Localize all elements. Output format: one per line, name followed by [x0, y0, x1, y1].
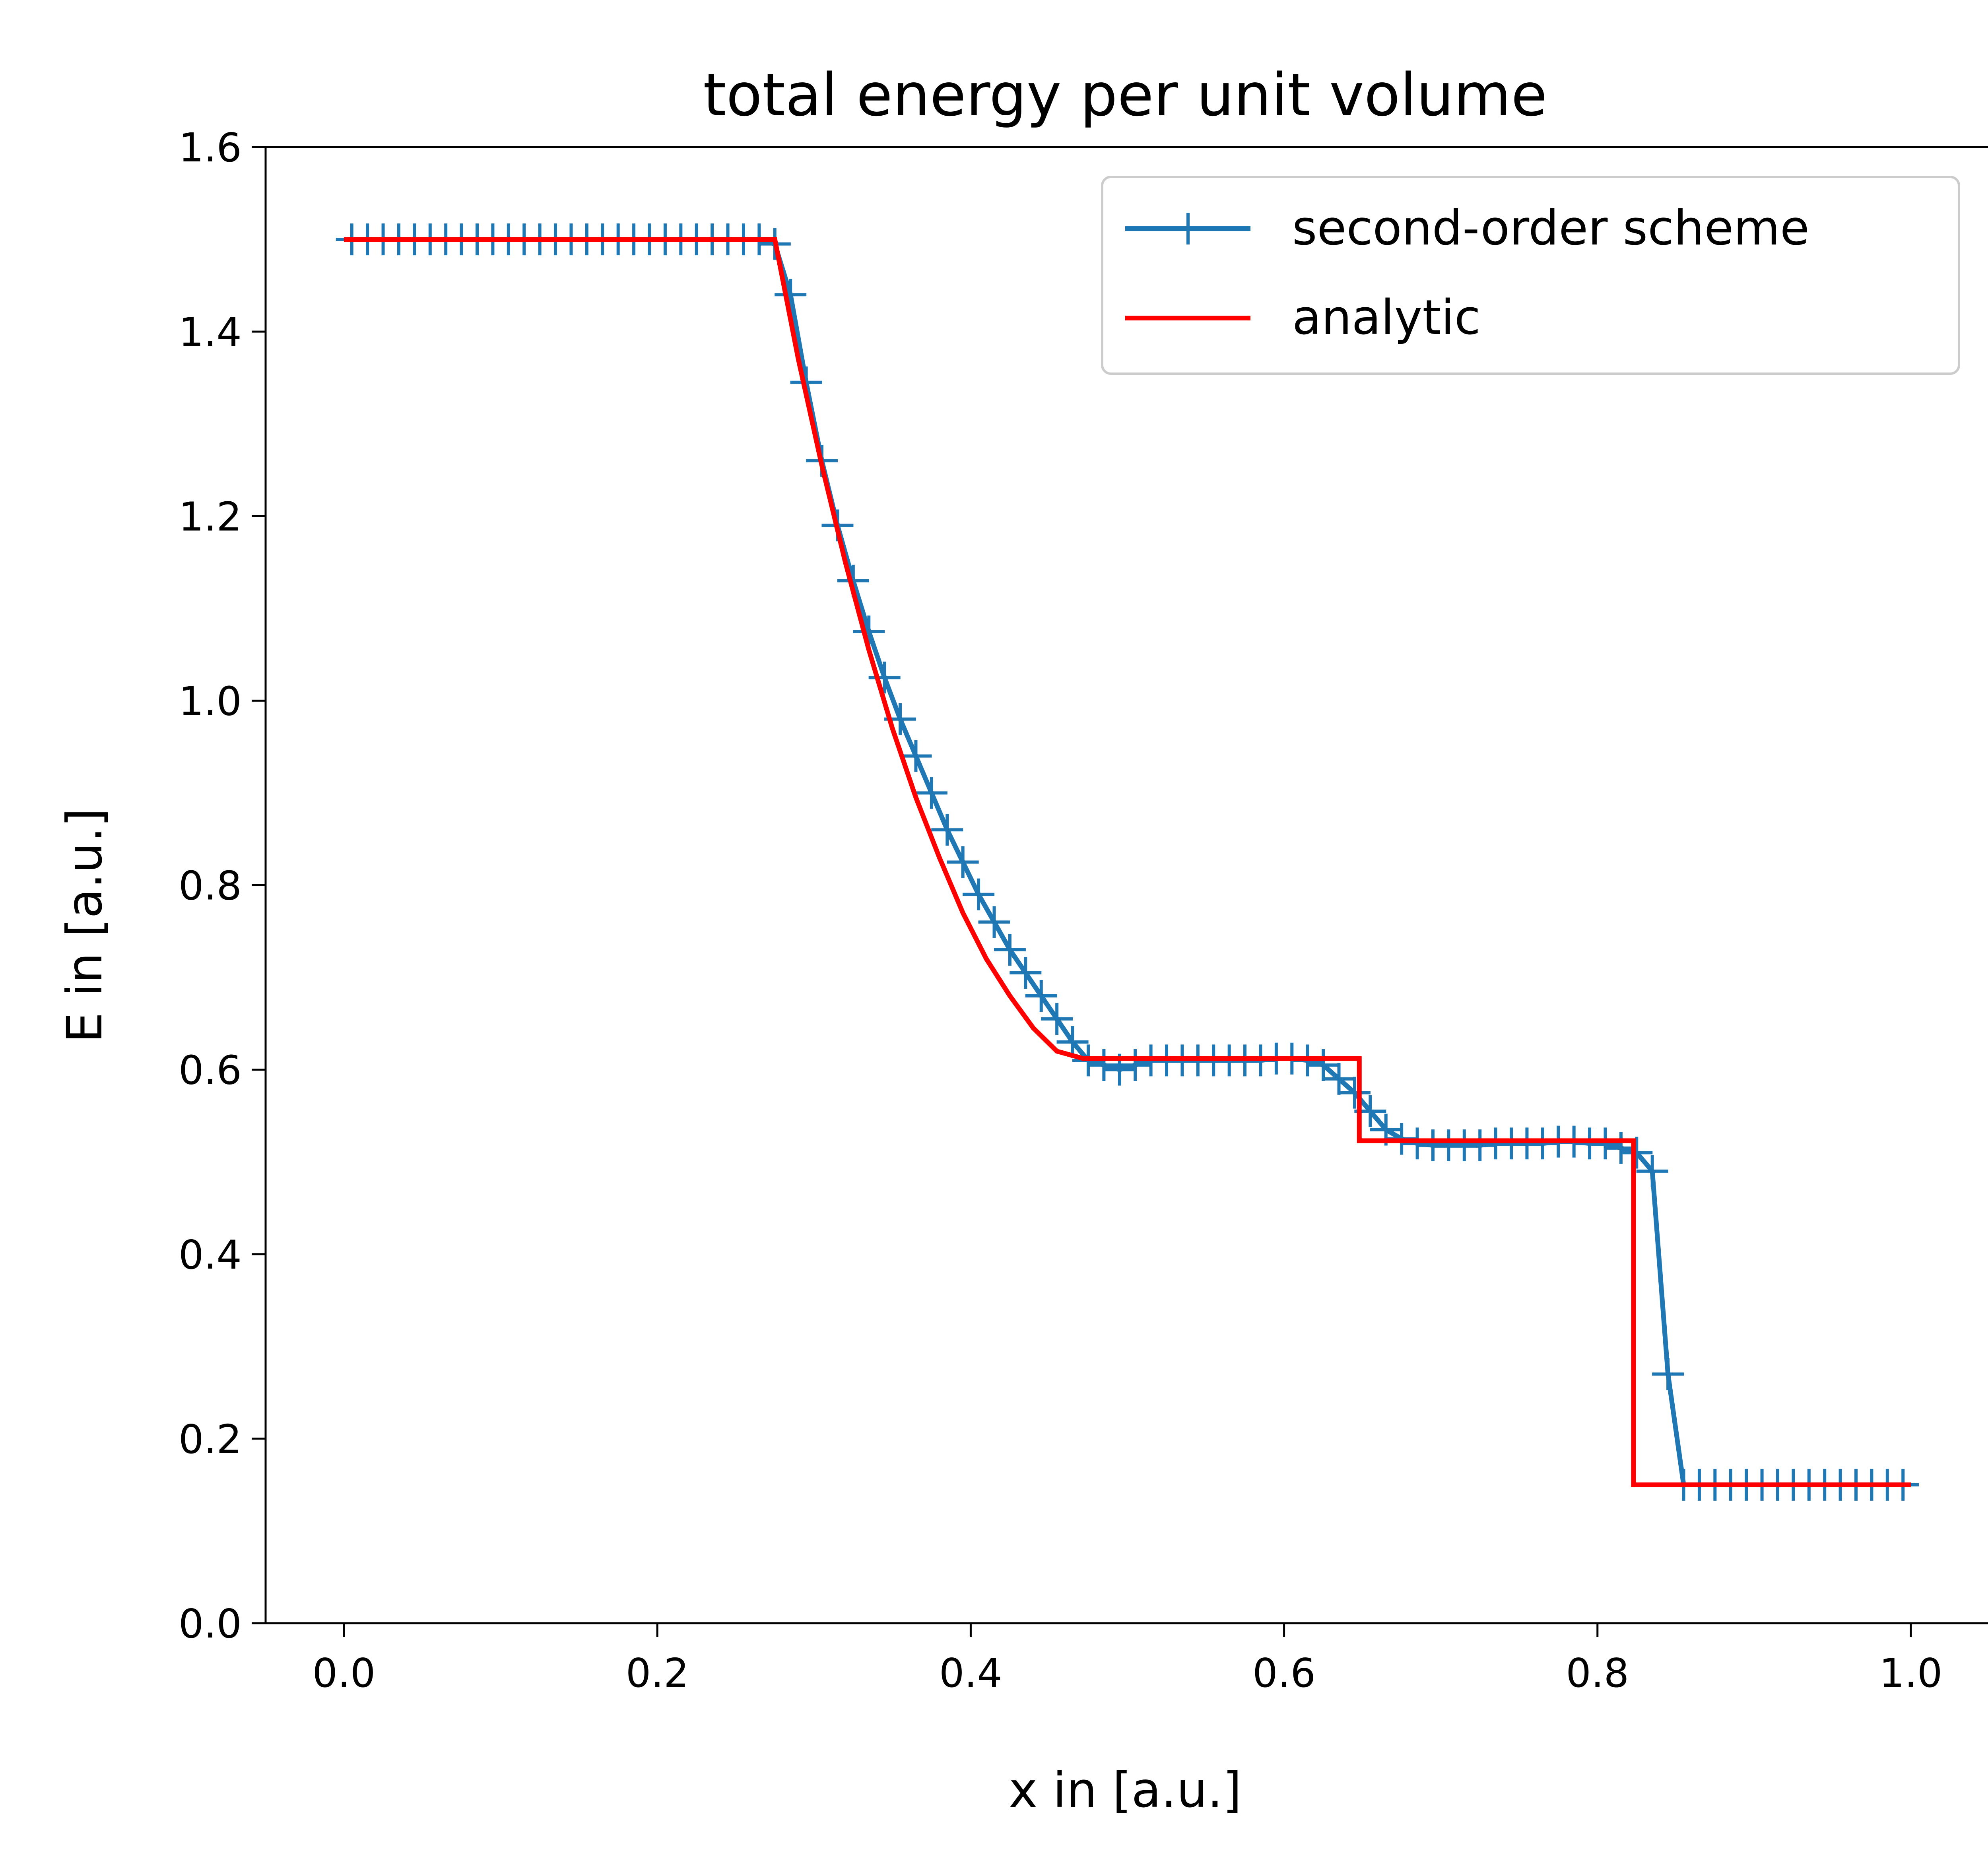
- data-point-marker: [900, 740, 932, 772]
- data-point-marker: [1636, 1155, 1668, 1187]
- data-point-marker: [1652, 1358, 1684, 1390]
- data-point-marker: [994, 933, 1026, 966]
- x-tick-label: 0.6: [1252, 1650, 1316, 1696]
- y-tick-label: 0.2: [179, 1416, 242, 1463]
- data-point-marker: [947, 846, 979, 878]
- legend: second-order scheme analytic: [1101, 176, 1960, 375]
- y-tick-label: 0.0: [179, 1601, 242, 1647]
- data-point-marker: [1526, 1127, 1559, 1160]
- x-tick-label: 0.0: [313, 1650, 376, 1696]
- data-point-marker: [931, 814, 963, 846]
- y-tick-label: 0.4: [179, 1232, 242, 1278]
- data-point-marker: [978, 906, 1010, 938]
- y-tick-label: 0.8: [179, 863, 242, 909]
- data-point-marker: [775, 279, 807, 311]
- data-point-marker: [1621, 1137, 1653, 1169]
- y-axis-label: E in [a.u.]: [56, 808, 113, 1043]
- x-tick-label: 1.0: [1879, 1650, 1942, 1696]
- data-point-marker: [1323, 1063, 1355, 1095]
- y-tick-label: 1.4: [179, 309, 242, 355]
- data-point-marker: [1119, 1049, 1151, 1081]
- legend-label-second-order-scheme: second-order scheme: [1292, 201, 1809, 256]
- y-tick-label: 0.6: [179, 1047, 242, 1094]
- x-axis-label: x in [a.u.]: [1009, 1762, 1242, 1818]
- data-point-marker: [1589, 1127, 1621, 1160]
- legend-label-analytic: analytic: [1292, 290, 1481, 345]
- legend-box: [1101, 176, 1960, 375]
- x-tick-label: 0.8: [1566, 1650, 1629, 1696]
- data-point-marker: [1307, 1049, 1340, 1081]
- chart-title: total energy per unit volume: [703, 61, 1547, 129]
- y-tick-label: 1.0: [179, 678, 242, 724]
- data-point-marker: [1401, 1127, 1433, 1160]
- data-point-marker: [868, 662, 901, 694]
- x-tick-label: 0.2: [626, 1650, 689, 1696]
- data-point-marker: [963, 878, 995, 910]
- y-tick-label: 1.2: [179, 493, 242, 540]
- data-point-marker: [1088, 1049, 1120, 1081]
- data-point-marker: [1010, 957, 1042, 989]
- data-point-marker: [1056, 1026, 1089, 1058]
- axes: 0.0 0.2 0.4 0.6 0.8 1.0 0.0 0.2 0.4 0.6 0.8 1.0 1.2 1…: [179, 124, 1988, 1696]
- data-point-marker: [1338, 1077, 1371, 1109]
- plot-area: [336, 223, 1919, 1501]
- data-point-marker: [1025, 980, 1057, 1012]
- y-tick-label: 1.6: [179, 124, 242, 171]
- data-point-marker: [915, 777, 947, 809]
- data-point-marker: [1041, 1003, 1073, 1035]
- x-tick-label: 0.4: [939, 1650, 1002, 1696]
- data-point-marker: [1464, 1129, 1496, 1161]
- series-line-analytic: [344, 237, 1911, 1487]
